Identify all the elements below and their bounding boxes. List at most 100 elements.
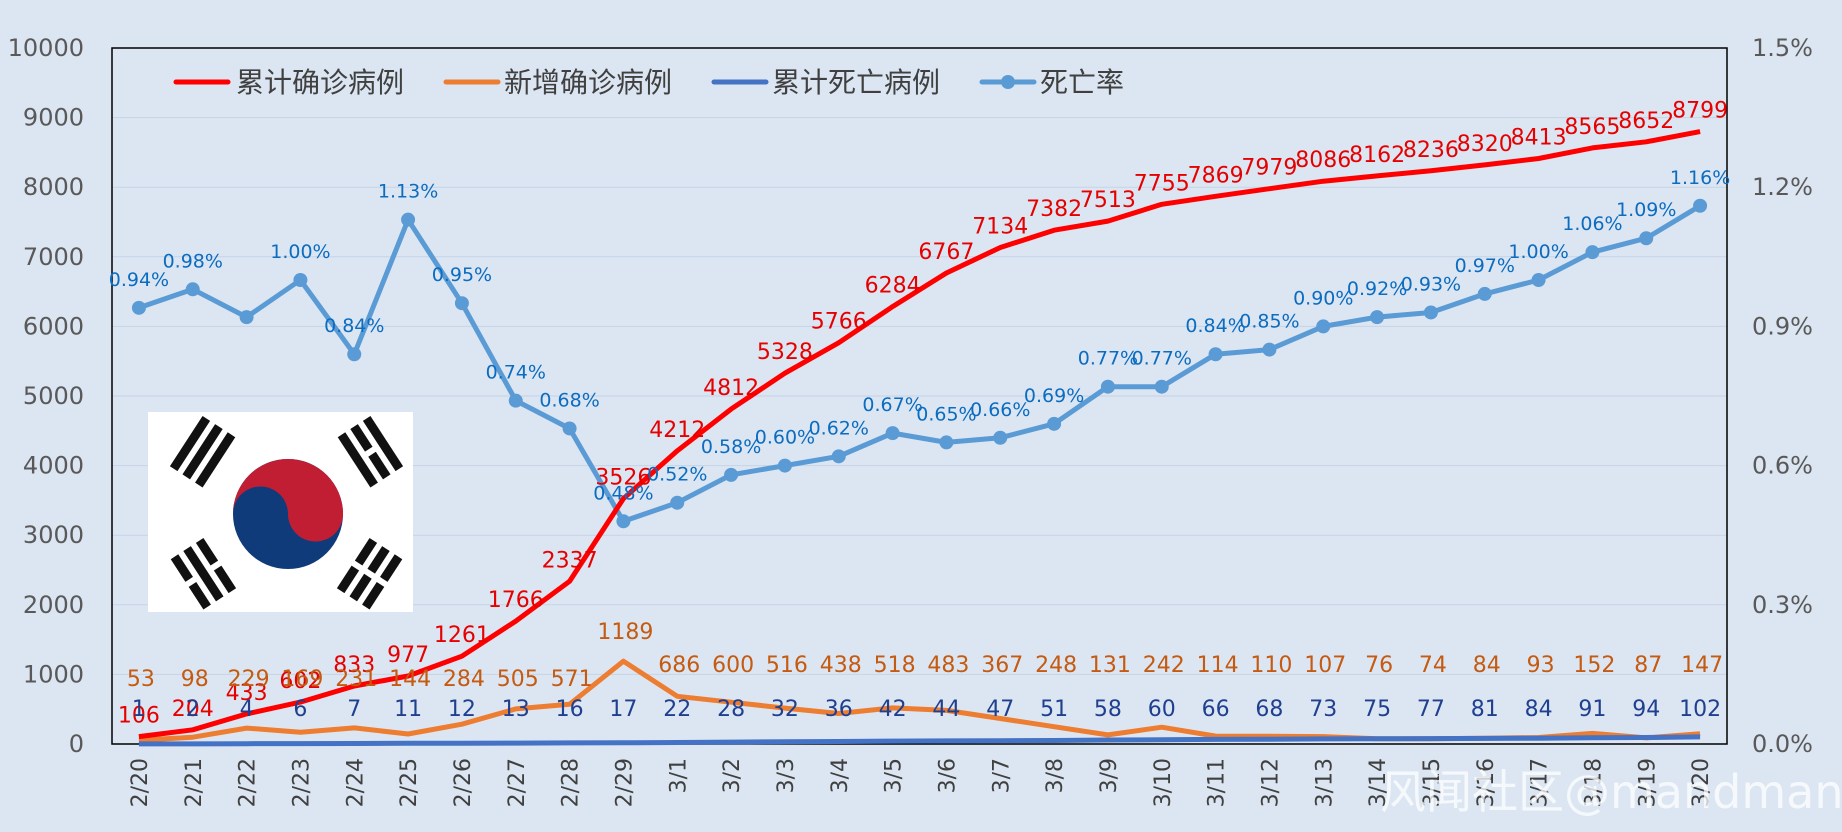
rate-point — [239, 310, 254, 325]
x-tick-label: 2/25 — [397, 758, 422, 807]
rate-point — [1531, 273, 1546, 287]
x-tick-label: 3/19 — [1635, 758, 1660, 807]
new-cases-label: 518 — [874, 653, 916, 678]
series-lines — [138, 129, 1702, 747]
rate-label: 1.06% — [1562, 213, 1622, 235]
deaths-label: 11 — [394, 697, 422, 722]
rate-label: 0.94% — [109, 269, 169, 291]
legend-item-cumulative-deaths: 累计死亡病例 — [711, 66, 940, 99]
new-cases-label: 248 — [1035, 653, 1077, 678]
new-cases-label: 84 — [1473, 653, 1501, 678]
x-tick-label: 3/16 — [1474, 758, 1499, 807]
cases-label: 6767 — [918, 240, 974, 265]
legend-marker — [1001, 75, 1015, 89]
rate-point — [1693, 198, 1708, 213]
deaths-label: 60 — [1148, 697, 1176, 722]
new-cases-label: 169 — [281, 667, 323, 692]
y-right-tick-label: 0.3% — [1752, 591, 1813, 619]
rate-point — [293, 273, 308, 287]
deaths-label: 44 — [932, 697, 960, 722]
deaths-label: 102 — [1679, 697, 1721, 722]
legend-label: 累计确诊病例 — [236, 66, 404, 99]
cases-label: 1766 — [488, 588, 544, 613]
cases-label: 833 — [333, 653, 375, 678]
plot-frame — [111, 47, 1728, 745]
rate-label: 0.60% — [755, 427, 815, 449]
y-left-tick-label: 6000 — [23, 312, 84, 340]
rate-point — [508, 393, 523, 408]
rate-point — [1047, 416, 1062, 431]
deaths-label: 73 — [1309, 697, 1337, 722]
new-cases-label: 74 — [1419, 653, 1447, 678]
x-tick-label: 3/12 — [1258, 758, 1283, 807]
rate-label: 0.68% — [539, 389, 599, 411]
cases-label: 8565 — [1564, 115, 1620, 140]
new-cases-label: 147 — [1681, 653, 1723, 678]
new-cases-label: 229 — [228, 667, 270, 692]
deaths-label: 6 — [293, 697, 307, 722]
cases-label: 2337 — [542, 548, 598, 573]
x-tick-label: 2/22 — [236, 758, 261, 807]
x-tick-label: 3/15 — [1420, 758, 1445, 807]
x-axis: 2/20 2/21 2/22 2/23 2/24 2/25 2/26 2/27 2/28 2/29… — [128, 758, 1714, 807]
rate-point — [401, 212, 416, 227]
cases-label: 3526 — [595, 466, 651, 491]
x-tick-label: 2/20 — [128, 758, 153, 807]
deaths-label: 66 — [1202, 697, 1230, 722]
deaths-label: 17 — [609, 697, 637, 722]
y-left-tick-label: 1000 — [23, 660, 84, 688]
new-cases-label: 367 — [981, 653, 1023, 678]
cases-label: 7869 — [1188, 163, 1244, 188]
y-left-tick-label: 0 — [69, 730, 84, 758]
series-line-0 — [138, 129, 1701, 740]
deaths-label: 13 — [502, 697, 530, 722]
rate-point — [1316, 319, 1331, 334]
cases-label: 5766 — [811, 310, 867, 335]
rate-point — [347, 347, 362, 362]
y-left-tick-label: 9000 — [23, 104, 84, 132]
rate-label: 0.74% — [486, 362, 546, 384]
legend-item-new-cases: 新增确诊病例 — [443, 66, 672, 99]
x-tick-label: 3/8 — [1043, 758, 1068, 793]
y-right-tick-label: 1.5% — [1752, 34, 1813, 62]
legend-label: 死亡率 — [1040, 66, 1124, 99]
x-tick-label: 2/28 — [559, 758, 584, 807]
rate-point — [1262, 342, 1277, 357]
y-right-tick-label: 0.0% — [1752, 730, 1813, 758]
cases-label: 4212 — [649, 418, 705, 443]
cases-label: 8799 — [1672, 99, 1728, 124]
cases-label: 8413 — [1511, 125, 1567, 150]
rate-label: 0.93% — [1401, 273, 1461, 295]
x-tick-label: 3/11 — [1205, 758, 1230, 807]
legend: 累计确诊病例 新增确诊病例 累计死亡病例 死亡率 — [173, 66, 1124, 99]
y-axis-right: 0.0% 0.3% 0.6% 0.9% 1.2% 1.5% — [1752, 34, 1813, 758]
deaths-label: 68 — [1255, 697, 1283, 722]
cases-label: 8236 — [1403, 138, 1459, 163]
legend-item-cumulative-cases: 累计确诊病例 — [173, 66, 404, 99]
rate-label: 0.77% — [1132, 348, 1192, 370]
cases-label: 8320 — [1457, 132, 1513, 157]
y-left-tick-label: 2000 — [23, 591, 84, 619]
new-cases-label: 144 — [389, 667, 431, 692]
cases-label: 977 — [387, 643, 429, 668]
taeguk-emblem — [233, 459, 343, 569]
cases-label: 7513 — [1080, 188, 1136, 213]
deaths-label: 2 — [186, 697, 200, 722]
y-right-tick-label: 0.6% — [1752, 452, 1813, 480]
rate-point — [724, 467, 739, 482]
new-cases-label: 231 — [335, 667, 377, 692]
deaths-label: 91 — [1578, 697, 1606, 722]
x-tick-label: 3/6 — [935, 758, 960, 793]
series-line-3 — [138, 203, 1702, 524]
x-tick-label: 3/3 — [774, 758, 799, 793]
rate-label: 0.84% — [1185, 315, 1245, 337]
cases-label: 8086 — [1295, 148, 1351, 173]
deaths-label: 84 — [1525, 697, 1553, 722]
rate-markers — [131, 198, 1708, 529]
deaths-label: 77 — [1417, 697, 1445, 722]
x-tick-label: 3/5 — [882, 758, 907, 793]
rate-label: 0.85% — [1239, 311, 1299, 333]
rate-label: 0.52% — [647, 464, 707, 486]
rate-point — [777, 458, 792, 473]
cases-label: 8652 — [1618, 109, 1674, 134]
